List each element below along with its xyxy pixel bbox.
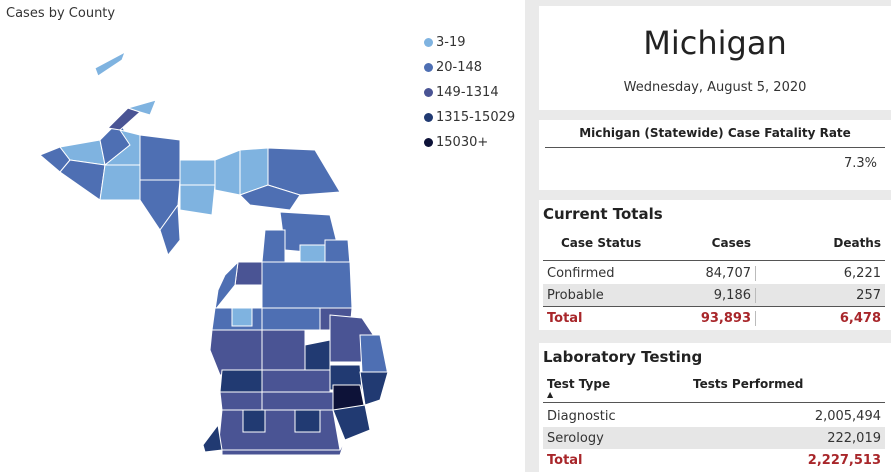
county-region[interactable] bbox=[359, 334, 389, 376]
county-region[interactable] bbox=[304, 339, 331, 371]
county-region[interactable] bbox=[179, 184, 216, 216]
county-region[interactable] bbox=[179, 159, 216, 186]
legend-item[interactable]: 149-1314 bbox=[424, 80, 515, 105]
table-total-row[interactable]: Total 2,227,513 bbox=[543, 449, 885, 471]
legend-label: 149-1314 bbox=[436, 85, 499, 100]
legend-label: 3-19 bbox=[436, 35, 466, 50]
legend-swatch-icon bbox=[424, 88, 433, 97]
county-region[interactable] bbox=[261, 261, 353, 309]
lower-peninsula[interactable] bbox=[202, 211, 389, 456]
legend-swatch-icon bbox=[424, 113, 433, 122]
county-region[interactable] bbox=[261, 391, 334, 411]
current-totals-heading: Current Totals bbox=[543, 205, 663, 223]
legend-item[interactable]: 15030+ bbox=[424, 130, 515, 155]
case-fatality-card: Michigan (Statewide) Case Fatality Rate … bbox=[539, 120, 891, 190]
map-title: Cases by County bbox=[6, 6, 116, 21]
county-region[interactable] bbox=[261, 229, 286, 263]
cases-cell: 84,707 bbox=[705, 265, 752, 281]
county-region[interactable] bbox=[214, 149, 241, 196]
test-type-cell: Total bbox=[547, 452, 583, 468]
legend-item[interactable]: 20-148 bbox=[424, 55, 515, 80]
upper-peninsula[interactable] bbox=[39, 50, 341, 257]
county-region[interactable] bbox=[99, 164, 141, 201]
tests-performed-cell: 2,005,494 bbox=[814, 408, 881, 424]
county-region[interactable] bbox=[242, 409, 266, 433]
county-region[interactable] bbox=[239, 184, 301, 211]
table-row[interactable]: Confirmed 84,707 6,221 bbox=[543, 262, 885, 284]
county-region[interactable] bbox=[59, 159, 106, 201]
sort-ascending-icon[interactable]: ▲ bbox=[547, 390, 554, 399]
county-region[interactable] bbox=[261, 369, 331, 393]
deaths-cell: 6,478 bbox=[755, 310, 885, 326]
table-row[interactable]: Serology 222,019 bbox=[543, 427, 885, 449]
case-status-cell: Confirmed bbox=[547, 265, 615, 281]
county-region[interactable] bbox=[261, 329, 306, 376]
county-region[interactable] bbox=[139, 134, 181, 181]
legend-swatch-icon bbox=[424, 138, 433, 147]
county-region[interactable] bbox=[332, 404, 371, 441]
case-fatality-title: Michigan (Statewide) Case Fatality Rate bbox=[545, 126, 885, 148]
column-header-cases[interactable]: Cases bbox=[711, 236, 751, 250]
county-region[interactable] bbox=[126, 99, 157, 116]
table-row[interactable]: Probable 9,186 257 bbox=[543, 284, 885, 306]
table-header-row: Test Type ▲ Tests Performed bbox=[543, 373, 885, 403]
current-totals-card: Current Totals Case Status Cases Deaths … bbox=[539, 200, 891, 330]
county-region[interactable] bbox=[202, 423, 223, 453]
county-region[interactable] bbox=[103, 129, 141, 166]
county-map-panel: Cases by County 3-19 20-148 149-1314 131… bbox=[0, 0, 525, 472]
map-legend: 3-19 20-148 149-1314 1315-15029 15030+ bbox=[424, 30, 515, 155]
laboratory-testing-table: Test Type ▲ Tests Performed Diagnostic 2… bbox=[543, 373, 885, 471]
county-region[interactable] bbox=[219, 369, 263, 393]
county-region[interactable] bbox=[359, 371, 389, 406]
michigan-county-map[interactable] bbox=[0, 0, 525, 472]
column-header-label: Test Type bbox=[547, 377, 611, 391]
county-region[interactable] bbox=[214, 260, 239, 312]
case-fatality-value: 7.3% bbox=[843, 156, 877, 171]
deaths-cell: 257 bbox=[755, 287, 885, 303]
table-row[interactable]: Diagnostic 2,005,494 bbox=[543, 405, 885, 427]
tests-performed-cell: 222,019 bbox=[827, 430, 881, 446]
legend-item[interactable]: 3-19 bbox=[424, 30, 515, 55]
state-name: Michigan bbox=[643, 24, 787, 62]
column-header-tests-performed[interactable]: Tests Performed bbox=[693, 377, 804, 391]
legend-swatch-icon bbox=[424, 38, 433, 47]
county-region[interactable] bbox=[219, 391, 263, 411]
test-type-cell: Diagnostic bbox=[547, 408, 616, 424]
test-type-cell: Serology bbox=[547, 430, 604, 446]
county-region[interactable] bbox=[329, 364, 363, 391]
legend-item[interactable]: 1315-15029 bbox=[424, 105, 515, 130]
county-region[interactable] bbox=[209, 329, 263, 376]
county-region[interactable] bbox=[106, 107, 141, 131]
legend-label: 20-148 bbox=[436, 60, 483, 75]
county-region[interactable] bbox=[294, 409, 321, 433]
column-header-deaths[interactable]: Deaths bbox=[833, 236, 881, 250]
tests-performed-cell: 2,227,513 bbox=[807, 452, 881, 468]
legend-swatch-icon bbox=[424, 63, 433, 72]
state-header-card: Michigan Wednesday, August 5, 2020 bbox=[539, 6, 891, 110]
table-header-row: Case Status Cases Deaths bbox=[543, 226, 885, 261]
case-status-cell: Probable bbox=[547, 287, 604, 303]
county-region[interactable] bbox=[217, 409, 341, 451]
county-region[interactable] bbox=[261, 307, 321, 331]
county-region[interactable] bbox=[159, 203, 181, 257]
county-region[interactable] bbox=[324, 239, 351, 266]
legend-label: 1315-15029 bbox=[436, 110, 516, 125]
report-date: Wednesday, August 5, 2020 bbox=[623, 80, 807, 95]
county-region[interactable] bbox=[234, 261, 263, 286]
laboratory-testing-heading: Laboratory Testing bbox=[543, 348, 703, 366]
cases-cell: 9,186 bbox=[713, 287, 751, 303]
case-status-cell: Total bbox=[547, 310, 583, 326]
county-region[interactable] bbox=[231, 307, 253, 327]
deaths-cell: 6,221 bbox=[755, 265, 885, 281]
cases-cell: 93,893 bbox=[700, 310, 751, 326]
county-region[interactable] bbox=[221, 439, 346, 456]
legend-label: 15030+ bbox=[436, 135, 489, 150]
table-total-row[interactable]: Total 93,893 6,478 bbox=[543, 306, 885, 329]
current-totals-table: Case Status Cases Deaths Confirmed 84,70… bbox=[543, 226, 885, 329]
column-header-test-type[interactable]: Test Type ▲ bbox=[543, 377, 689, 399]
county-region[interactable] bbox=[267, 147, 341, 196]
column-header-case-status[interactable]: Case Status bbox=[561, 236, 642, 250]
county-region[interactable] bbox=[94, 50, 126, 77]
laboratory-testing-card: Laboratory Testing Test Type ▲ Tests Per… bbox=[539, 343, 891, 472]
